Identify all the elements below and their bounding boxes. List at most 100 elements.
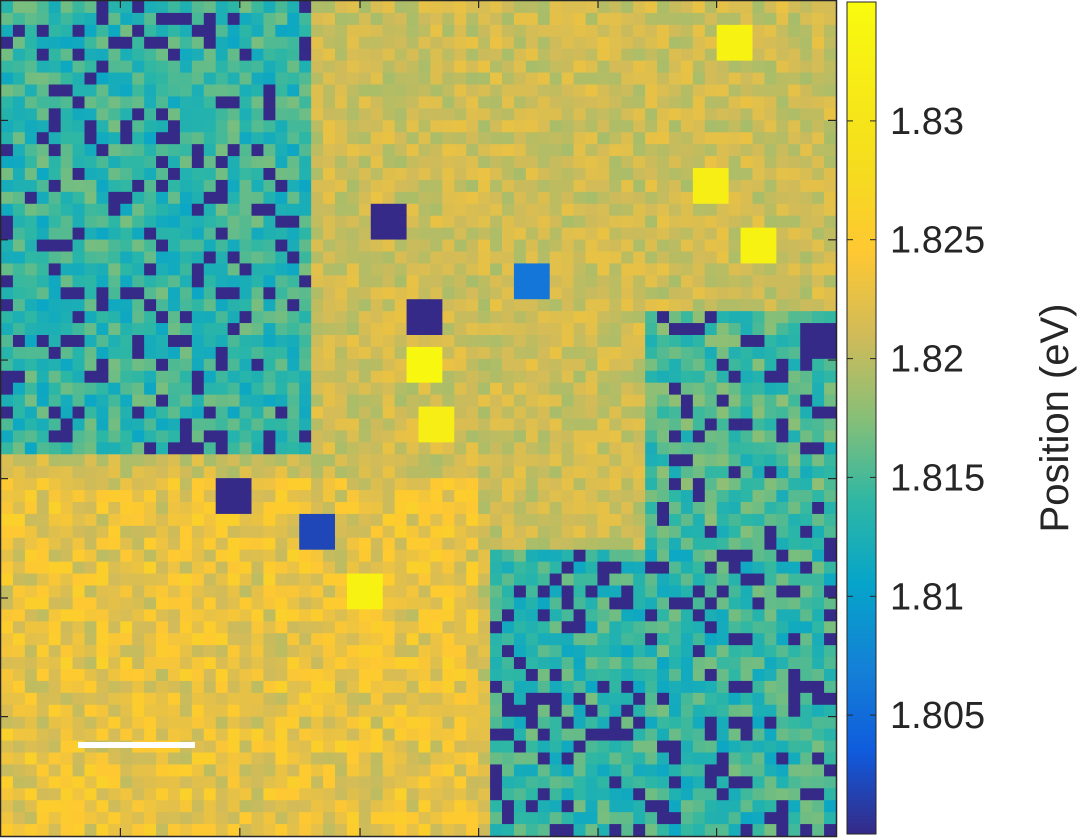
heatmap-cell xyxy=(752,60,766,74)
heatmap-cell xyxy=(132,275,145,288)
heatmap-cell xyxy=(156,466,169,479)
heatmap-cell xyxy=(311,358,324,372)
heatmap-cell xyxy=(454,561,467,575)
heatmap-cell xyxy=(287,335,300,348)
heatmap-cell xyxy=(1,788,14,801)
heatmap-cell xyxy=(24,716,38,730)
heatmap-cell xyxy=(287,251,300,265)
heatmap-cell xyxy=(800,287,813,300)
heatmap-cell xyxy=(513,752,527,766)
heatmap-cell xyxy=(561,657,575,670)
heatmap-cell xyxy=(466,191,479,205)
heatmap-cell xyxy=(609,132,622,145)
heatmap-cell xyxy=(716,215,730,229)
heatmap-cell xyxy=(513,657,527,670)
heatmap-cell xyxy=(704,716,718,730)
heatmap-cell xyxy=(358,573,372,587)
heatmap-cell xyxy=(323,60,336,74)
heatmap-cell xyxy=(394,299,408,312)
heatmap-cell xyxy=(382,144,396,157)
heatmap-cell xyxy=(633,72,646,86)
heatmap-cell xyxy=(84,728,98,742)
heatmap-cell xyxy=(597,669,610,682)
heatmap-cell xyxy=(585,394,599,408)
heatmap-cell xyxy=(442,203,455,217)
heatmap-cell xyxy=(585,776,599,789)
heatmap-cell xyxy=(358,346,372,360)
heatmap-cell xyxy=(227,287,241,300)
heatmap-cell xyxy=(406,323,420,336)
heatmap-cell xyxy=(764,108,777,121)
heatmap-cell xyxy=(215,72,229,86)
heatmap-cell xyxy=(609,179,622,193)
heatmap-cell xyxy=(549,502,563,515)
heatmap-cell xyxy=(168,716,181,730)
heatmap-cell xyxy=(680,752,694,766)
heatmap-cell xyxy=(60,179,74,193)
heatmap-cell xyxy=(84,776,98,789)
heatmap-cell xyxy=(478,382,491,396)
heatmap-cell xyxy=(800,561,813,575)
heatmap-cell xyxy=(502,60,515,74)
heatmap-cell xyxy=(716,537,730,551)
heatmap-cell xyxy=(800,168,813,181)
heatmap-cell xyxy=(633,633,646,646)
heatmap-cell xyxy=(502,716,515,730)
heatmap-cell xyxy=(132,764,145,777)
heatmap-cell xyxy=(824,513,837,527)
heatmap-cell xyxy=(788,120,801,133)
heatmap-cell xyxy=(704,60,718,74)
heatmap-cell xyxy=(370,430,384,443)
heatmap-cell xyxy=(621,191,634,205)
colorbar-tick-label: 1.815 xyxy=(890,457,985,499)
heatmap-cell xyxy=(96,144,109,157)
heatmap-cell xyxy=(704,12,718,26)
heatmap-cell xyxy=(549,776,563,789)
heatmap-cell xyxy=(669,776,682,789)
heatmap-cell xyxy=(728,227,742,241)
heatmap-cell xyxy=(669,692,682,706)
heatmap-cell xyxy=(597,466,610,479)
heatmap-cell xyxy=(263,502,276,515)
heatmap-cell xyxy=(466,203,479,217)
heatmap-cell xyxy=(418,239,432,253)
heatmap-cell xyxy=(633,430,646,443)
heatmap-cell xyxy=(72,525,86,539)
heatmap-cell xyxy=(502,692,515,706)
heatmap-cell xyxy=(812,549,825,563)
heatmap-cell xyxy=(191,585,205,599)
heatmap-cell xyxy=(561,585,575,599)
heatmap-cell xyxy=(788,633,801,646)
heatmap-cell xyxy=(645,144,658,157)
heatmap-cell xyxy=(48,728,62,742)
heatmap-cell xyxy=(24,191,38,205)
heatmap-cell xyxy=(442,168,455,181)
heatmap-cell xyxy=(370,669,384,682)
heatmap-cell xyxy=(573,287,587,300)
heatmap-cell xyxy=(537,48,551,62)
heatmap-cell xyxy=(812,203,825,217)
heatmap-cell xyxy=(442,60,455,74)
heatmap-cell xyxy=(96,346,109,360)
heatmap-cell xyxy=(633,776,646,789)
heatmap-cell xyxy=(788,621,801,634)
heatmap-cell xyxy=(108,132,121,145)
heatmap-cell xyxy=(645,704,658,718)
heatmap-cell xyxy=(728,299,742,312)
heatmap-cell xyxy=(609,144,622,157)
heatmap-cell xyxy=(716,525,730,539)
heatmap-cell xyxy=(108,525,121,539)
heatmap-cell xyxy=(585,251,599,265)
heatmap-cell xyxy=(478,96,491,109)
heatmap-cell xyxy=(454,323,467,336)
heatmap-cell xyxy=(478,692,491,706)
heatmap-cell xyxy=(132,442,145,455)
heatmap-cell xyxy=(299,525,312,539)
heatmap-cell xyxy=(287,716,300,730)
heatmap-cell xyxy=(788,346,801,360)
heatmap-cell xyxy=(633,1,646,14)
heatmap-cell xyxy=(48,96,62,109)
heatmap-cell xyxy=(788,132,801,145)
heatmap-cell xyxy=(394,609,408,622)
heatmap-cell xyxy=(36,323,50,336)
